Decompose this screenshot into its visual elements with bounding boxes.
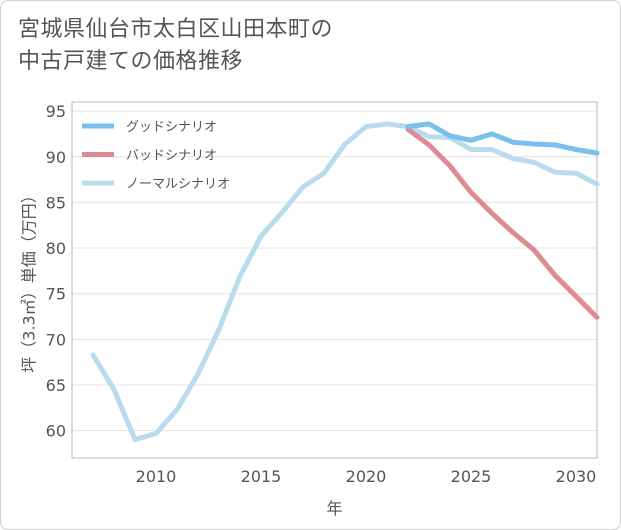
- series-line: [405, 126, 600, 320]
- y-tick-label: 90: [46, 148, 66, 167]
- chart-title: 宮城県仙台市太白区山田本町の 中古戸建ての価格推移: [18, 14, 333, 78]
- y-tick-label: 85: [46, 193, 66, 212]
- legend-label: グッドシナリオ: [126, 120, 217, 135]
- y-tick-label: 75: [46, 285, 66, 304]
- x-tick-label: 2015: [241, 467, 282, 486]
- y-tick-label: 70: [46, 330, 66, 349]
- legend-label: バッドシナリオ: [126, 149, 217, 164]
- series-lines: [90, 121, 600, 443]
- y-tick-label: 80: [46, 239, 66, 258]
- legend-label: ノーマルシナリオ: [126, 177, 230, 192]
- plot-area: [71, 101, 598, 459]
- y-tick-label: 65: [46, 376, 66, 395]
- y-tick-label: 60: [46, 422, 66, 441]
- x-tick-label: 2030: [556, 467, 597, 486]
- x-tick-label: 2025: [451, 467, 492, 486]
- series-line: [405, 121, 600, 156]
- y-axis-label: 坪（3.3㎡）単価（万円）: [20, 187, 39, 372]
- x-axis-label: 年: [326, 499, 342, 518]
- tick-labels: 60 65 70 75 80 85 90 95 2010 2015 2020 2025 2030: [46, 102, 597, 486]
- chart-title-line-2: 中古戸建ての価格推移: [18, 49, 244, 74]
- x-tick-label: 2010: [136, 467, 177, 486]
- grid-lines: [72, 110, 597, 432]
- series-line: [90, 121, 600, 443]
- chart-title-line-1: 宮城県仙台市太白区山田本町の: [18, 17, 334, 42]
- x-tick-label: 2020: [346, 467, 387, 486]
- y-tick-label: 95: [46, 102, 66, 121]
